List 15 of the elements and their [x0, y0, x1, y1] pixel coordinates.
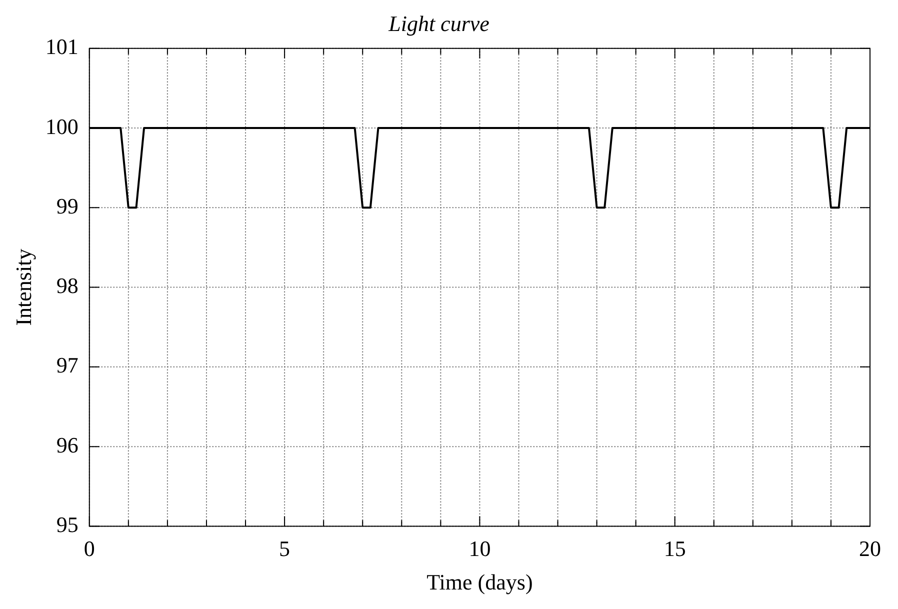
y-tick-label: 96 [56, 432, 78, 458]
x-axis-title: Time (days) [426, 570, 533, 595]
x-tick-label: 5 [279, 536, 290, 562]
y-axis-title: Intensity [10, 248, 36, 326]
y-tick-label: 100 [45, 114, 78, 139]
x-tick-label: 15 [664, 536, 686, 562]
x-tick-label: 20 [859, 536, 881, 562]
y-tick-label: 98 [56, 273, 78, 298]
y-tick-label: 101 [45, 34, 78, 60]
x-tick-label: 10 [468, 536, 491, 562]
y-tick-label: 99 [56, 193, 78, 218]
chart-title: Light curve [388, 10, 490, 36]
y-tick-label: 97 [56, 352, 78, 378]
x-tick-label: 0 [84, 536, 95, 562]
y-tick-label: 95 [56, 512, 78, 537]
